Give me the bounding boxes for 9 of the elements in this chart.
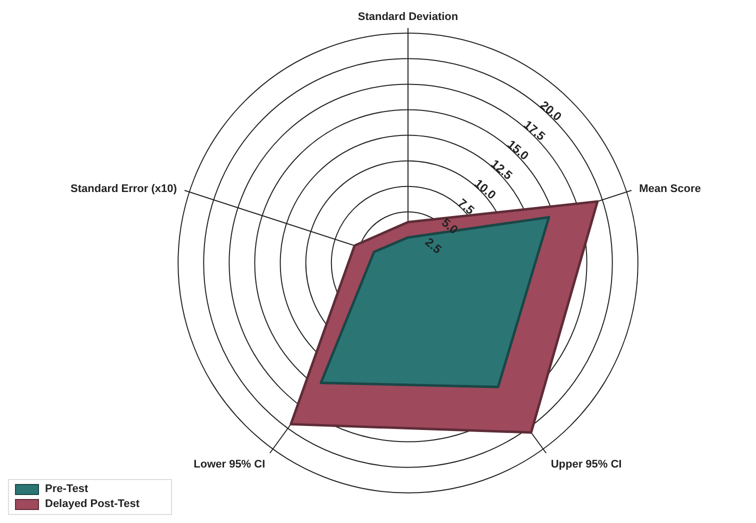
spoke-label: Standard Deviation — [358, 11, 458, 23]
y-tick-label: 2.5 — [422, 235, 445, 257]
spoke-label: Mean Score — [639, 182, 701, 195]
spoke-label: Upper 95% CI — [550, 458, 622, 470]
legend-label: Pre-Test — [45, 482, 88, 497]
spoke-label: Lower 95% CI — [194, 458, 266, 470]
legend-label: Delayed Post-Test — [45, 497, 140, 512]
spoke-label: Standard Error (x10) — [70, 182, 178, 195]
y-tick-label: 5.0 — [438, 215, 461, 238]
